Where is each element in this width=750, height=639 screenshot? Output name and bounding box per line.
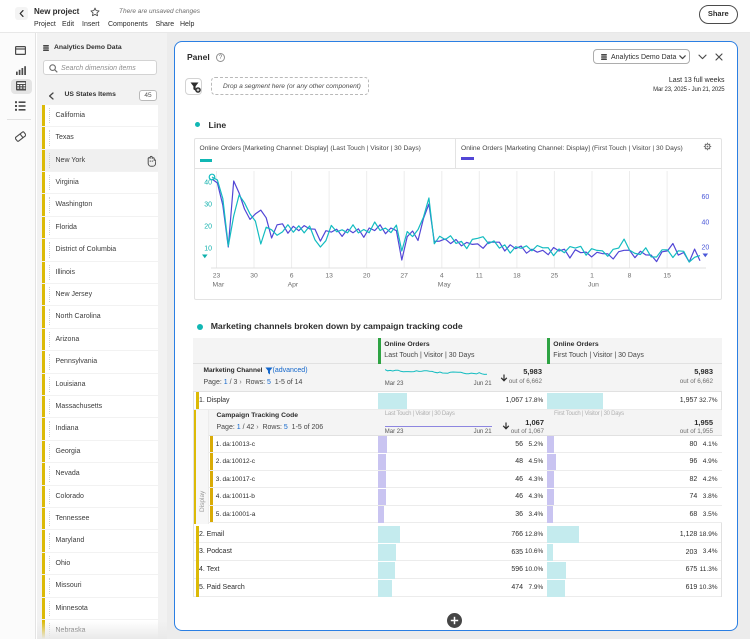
svg-text:6: 6: [290, 273, 294, 280]
svg-text:8: 8: [628, 273, 632, 280]
svg-text:Jun: Jun: [588, 282, 599, 289]
svg-text:Mar: Mar: [213, 282, 225, 289]
svg-text:13: 13: [325, 273, 333, 280]
svg-text:May: May: [438, 282, 451, 289]
svg-text:27: 27: [400, 273, 408, 280]
svg-text:25: 25: [551, 273, 559, 280]
svg-text:30: 30: [204, 202, 212, 209]
svg-text:23: 23: [213, 273, 221, 280]
svg-text:11: 11: [476, 273, 483, 280]
svg-text:30: 30: [250, 273, 258, 280]
svg-text:1: 1: [590, 273, 594, 280]
svg-text:20: 20: [204, 224, 212, 231]
svg-text:18: 18: [513, 273, 521, 280]
svg-text:40: 40: [204, 180, 212, 187]
svg-text:20: 20: [702, 245, 710, 252]
svg-text:Apr: Apr: [288, 282, 299, 289]
svg-text:20: 20: [363, 273, 371, 280]
svg-text:60: 60: [702, 194, 710, 201]
svg-text:4: 4: [440, 273, 444, 280]
svg-text:15: 15: [663, 273, 671, 280]
svg-text:40: 40: [702, 220, 710, 227]
svg-text:10: 10: [204, 246, 212, 253]
